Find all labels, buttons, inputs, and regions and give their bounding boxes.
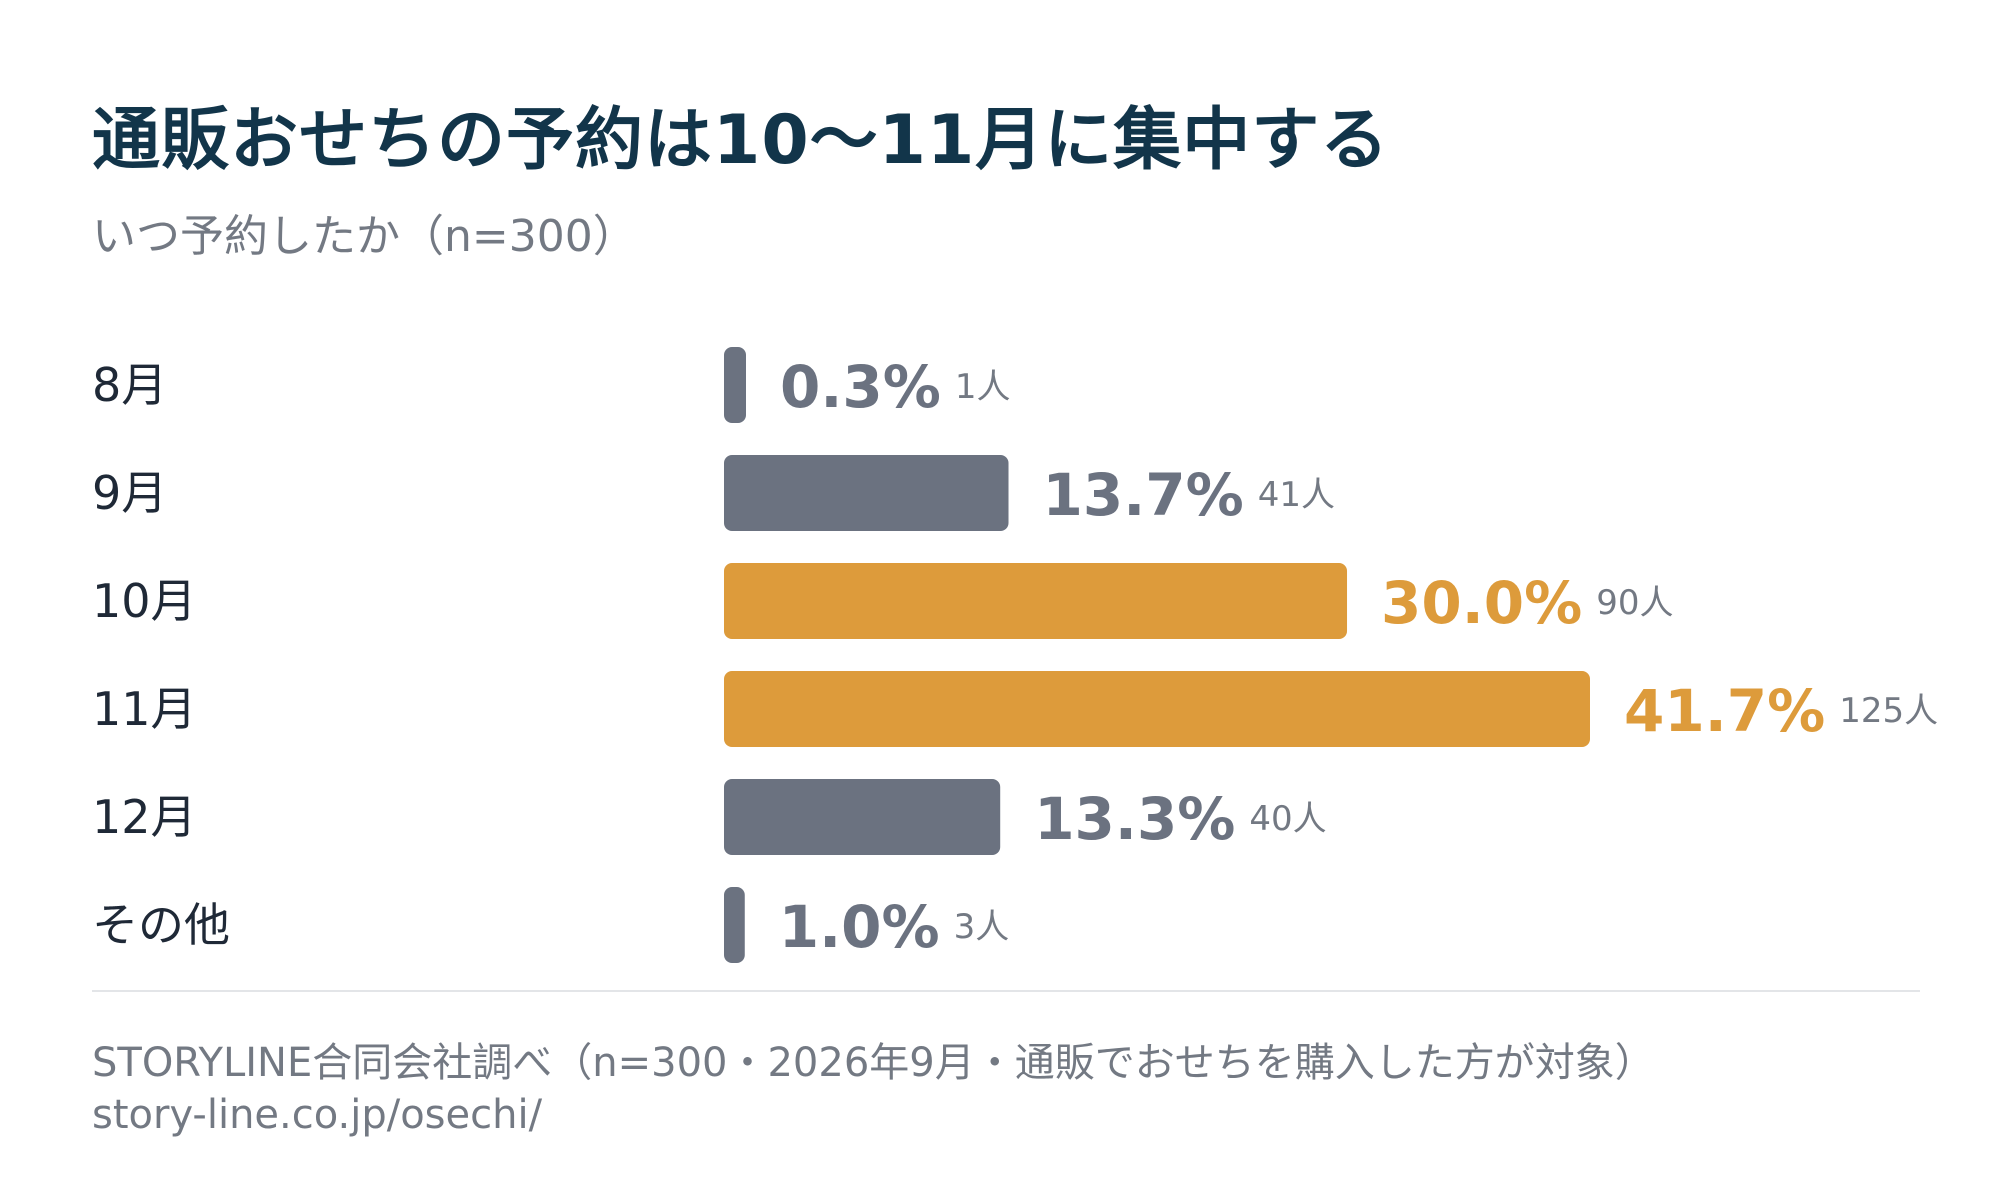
source-note: STORYLINE合同会社調べ（n=300・2026年9月・通販でおせちを購入し… (92, 1040, 1655, 1086)
percent-label: 0.3% (780, 353, 941, 421)
count-label: 90人 (1596, 583, 1673, 623)
bar-value-label: 41.7% 125人 (1624, 677, 1938, 745)
bar-value-label: 13.3% 40人 (1034, 785, 1326, 853)
bar (724, 887, 745, 963)
bar-value-label: 30.0% 90人 (1381, 569, 1673, 637)
percent-label: 1.0% (779, 893, 940, 961)
percent-label: 13.3% (1034, 785, 1235, 853)
chart-title: 通販おせちの予約は10〜11月に集中する (92, 101, 1390, 180)
category-label: 9月 (92, 466, 167, 520)
bar (724, 563, 1348, 639)
count-label: 40人 (1249, 799, 1326, 839)
percent-label: 30.0% (1381, 569, 1582, 637)
category-label: 11月 (92, 682, 197, 736)
category-label: 12月 (92, 790, 197, 844)
footer-divider (92, 990, 1920, 992)
chart-subtitle: いつ予約したか（n=300） (92, 211, 637, 262)
count-label: 3人 (954, 907, 1010, 947)
bar (724, 455, 1009, 531)
count-label: 41人 (1258, 475, 1335, 515)
percent-label: 41.7% (1624, 677, 1825, 745)
bar-value-label: 1.0% 3人 (779, 893, 1010, 961)
bar (724, 671, 1590, 747)
category-label: 8月 (92, 358, 167, 412)
source-url: story-line.co.jp/osechi/ (92, 1092, 543, 1138)
percent-label: 13.7% (1043, 461, 1244, 529)
bar (724, 779, 1001, 855)
bar (724, 347, 746, 423)
category-label: その他 (92, 898, 230, 952)
bar-value-label: 0.3% 1人 (780, 353, 1011, 421)
category-label: 10月 (92, 574, 197, 628)
count-label: 125人 (1839, 691, 1938, 731)
count-label: 1人 (955, 367, 1011, 407)
bar-value-label: 13.7% 41人 (1043, 461, 1335, 529)
